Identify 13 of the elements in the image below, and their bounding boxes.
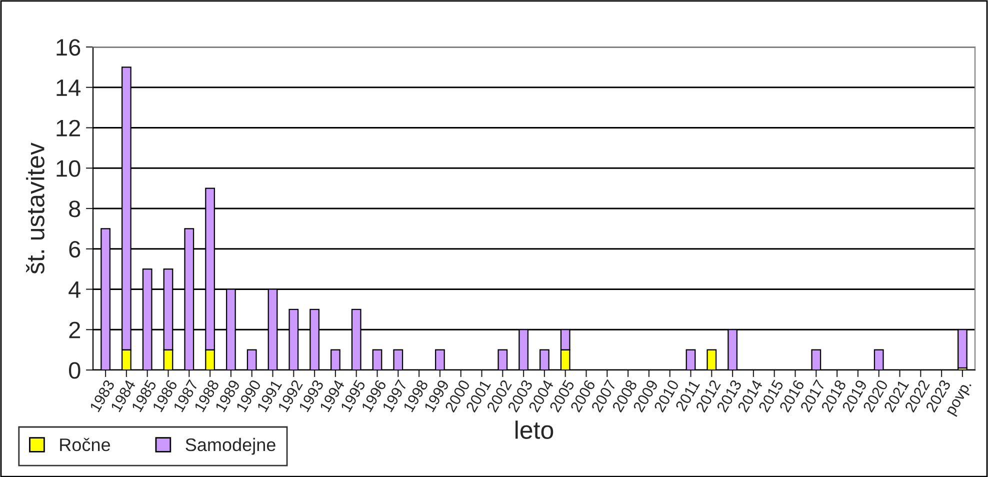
y-tick-label: 8 <box>69 200 80 218</box>
y-tick-label: 10 <box>56 160 80 177</box>
y-tick-label: 16 <box>56 39 80 56</box>
legend-label: Ročne <box>60 438 110 452</box>
y-axis-title: št. ustavitev <box>26 142 44 274</box>
y-tick-label: 12 <box>56 120 80 136</box>
legend-label: Samodejne <box>186 438 276 455</box>
y-tick-label: 4 <box>68 282 81 298</box>
y-tick-label: 2 <box>69 322 80 338</box>
x-axis-title: leto <box>516 420 554 439</box>
y-tick-label: 6 <box>69 240 80 258</box>
y-tick-label: 0 <box>68 362 80 379</box>
y-tick-label: 14 <box>56 80 81 96</box>
